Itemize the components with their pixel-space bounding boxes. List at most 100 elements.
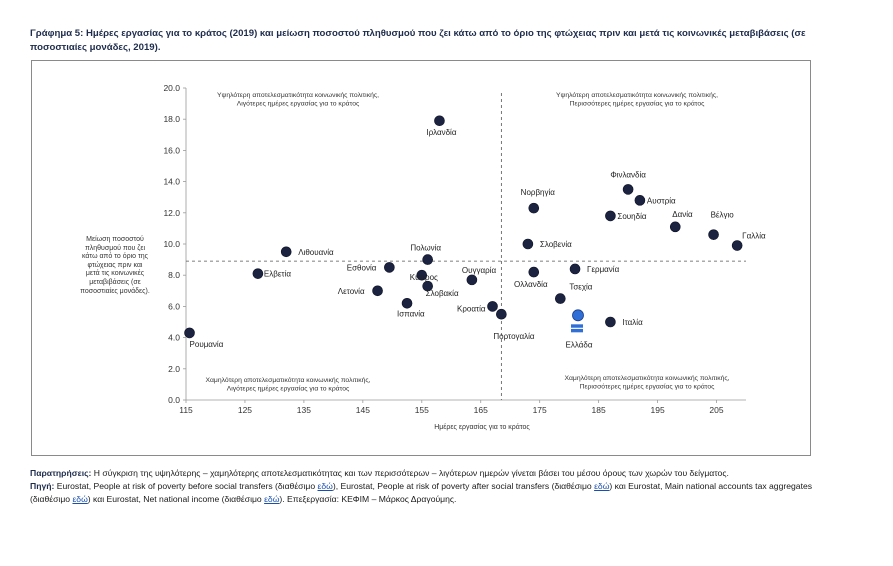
remarks-note: Παρατηρήσεις: Η σύγκριση της υψηλότερης … [30, 467, 820, 480]
label-Τσεχία: Τσεχία [569, 283, 592, 292]
y-tick-label: 4.0 [168, 333, 180, 343]
y-tick-label: 14.0 [163, 177, 180, 187]
x-tick-label: 125 [238, 405, 252, 415]
x-tick-label: 145 [356, 405, 370, 415]
marker-Εσθονία [384, 262, 395, 273]
x-tick-label: 195 [650, 405, 664, 415]
marker-Ουγγαρία [466, 274, 478, 286]
marker-Πορτογαλία [496, 308, 507, 320]
y-tick-label: 2.0 [168, 364, 180, 374]
x-axis-label: Ημέρες εργασίας για το κράτος [434, 423, 530, 431]
marker-Σλοβενία [522, 238, 534, 250]
marker-Λιθουανία [280, 246, 292, 258]
source-label: Πηγή: [30, 480, 55, 491]
label-Δανία: Δανία [672, 210, 693, 219]
x-tick-label: 205 [709, 405, 723, 415]
source-text-5: ). Επεξεργασία: ΚΕΦΙΜ – Μάρκος Δραγούμης… [279, 493, 457, 504]
label-Ρουμανία: Ρουμανία [190, 340, 224, 349]
label-Κύπρος: Κύπρος [410, 273, 438, 282]
label-Πολωνία: Πολωνία [410, 244, 441, 253]
marker-Γερμανία [569, 263, 581, 275]
x-tick-label: 185 [592, 405, 606, 415]
marker-Αυστρία [634, 195, 646, 206]
marker-Ολλανδία [528, 266, 540, 278]
marker-Τσεχία [555, 293, 566, 304]
marker-Δανία [669, 221, 681, 233]
label-Πορτογαλία: Πορτογαλία [493, 332, 535, 341]
label-Λετονία: Λετονία [338, 287, 365, 296]
label-Σλοβενία: Σλοβενία [540, 240, 572, 249]
label-Ιρλανδία: Ιρλανδία [426, 128, 456, 137]
y-tick-label: 6.0 [168, 301, 180, 311]
marker-Πολωνία [422, 254, 433, 265]
y-tick-label: 20.0 [163, 83, 180, 93]
source-text-2: ), Eurostat, People at risk of poverty a… [332, 480, 595, 491]
marker-Ρουμανία [184, 327, 195, 339]
label-Βέλγιο: Βέλγιο [711, 211, 735, 220]
y-tick-label: 18.0 [163, 114, 180, 124]
reference-lines [186, 93, 746, 400]
label-Ουγγαρία: Ουγγαρία [462, 266, 497, 275]
marker-Φινλανδία [622, 184, 634, 195]
greece-flag-marker [572, 309, 584, 322]
y-axis-label: Μείωση ποσοστού πληθυσμού που ζει κάτω α… [80, 236, 150, 295]
label-Γερμανία: Γερμανία [587, 265, 620, 274]
quadrant-label-top-right: Υψηλότερη αποτελεσματικότητα κοινωνικής … [556, 91, 718, 107]
marker-Βέλγιο [708, 229, 719, 240]
notes-section: Παρατηρήσεις: Η σύγκριση της υψηλότερης … [30, 467, 820, 505]
marker-Λετονία [372, 285, 383, 297]
axes: 0.0 2.0 4.0 6.0 8.0 10.0 12.0 14.0 16.0 18.0 20.0 1… [163, 83, 746, 415]
y-tick-label: 0.0 [168, 395, 180, 405]
label-Σουηδία: Σουηδία [617, 212, 646, 221]
quadrant-label-bottom-right: Χαμηλότερη αποτελεσματικότητα κοινωνικής… [564, 374, 729, 390]
marker-Σλοβακία [422, 280, 433, 292]
y-tick-label: 12.0 [163, 208, 180, 218]
x-tick-label: 175 [533, 405, 547, 415]
remarks-text: Η σύγκριση της υψηλότερης – χαμηλότερης … [91, 468, 729, 478]
label-Ολλανδία: Ολλανδία [514, 280, 548, 289]
source-text-3: ) και Eurostat, Main national accounts t… [30, 480, 813, 504]
label-Λιθουανία: Λιθουανία [298, 248, 334, 257]
source-link-1[interactable]: εδώ [317, 480, 333, 491]
label-Νορβηγία: Νορβηγία [521, 188, 556, 197]
label-Εσθονία: Εσθονία [347, 263, 377, 272]
source-link-2[interactable]: εδώ [594, 480, 610, 491]
data-points: Ρουμανία Ελβετία Λιθουανία Ιρλανδία Εσθονία Λ… [184, 115, 766, 349]
quadrant-label-top-left: Υψηλότερη αποτελεσματικότητα κοινωνικής … [217, 91, 379, 107]
label-Ελλάδα: Ελλάδα [566, 340, 593, 349]
chart-frame [31, 60, 811, 456]
marker-Γαλλία [731, 240, 743, 251]
source-link-3[interactable]: εδώ [72, 493, 88, 504]
label-Γαλλία: Γαλλία [742, 232, 766, 241]
source-text-4: ) και Eurostat, Net national income (δια… [87, 493, 265, 504]
source-link-4[interactable]: εδώ [264, 493, 280, 504]
chart-title: Γράφημα 5: Ημέρες εργασίας για το κράτος… [30, 28, 806, 53]
y-tick-label: 16.0 [163, 145, 180, 155]
marker-Ισπανία [401, 297, 413, 309]
x-tick-label: 115 [179, 405, 193, 415]
source-note: Πηγή: Eurostat, People at risk of povert… [30, 480, 820, 506]
label-Φινλανδία: Φινλανδία [610, 170, 646, 179]
marker-Ιταλία [605, 316, 616, 328]
label-Ισπανία: Ισπανία [397, 309, 425, 318]
quadrant-labels: Υψηλότερη αποτελεσματικότητα κοινωνικής … [205, 91, 729, 392]
y-tick-label: 8.0 [168, 270, 180, 280]
label-Ελβετία: Ελβετία [264, 270, 291, 279]
marker-Ιρλανδία [434, 115, 445, 127]
label-Σλοβακία: Σλοβακία [426, 289, 459, 298]
label-Ιταλία: Ιταλία [622, 318, 643, 327]
x-tick-label: 155 [415, 405, 429, 415]
remarks-label: Παρατηρήσεις: [30, 468, 92, 478]
source-text-1: Eurostat, People at risk of poverty befo… [54, 480, 318, 491]
marker-Ελβετία [252, 268, 264, 279]
x-tick-label: 135 [297, 405, 311, 415]
label-Αυστρία: Αυστρία [647, 196, 676, 205]
marker-Σουηδία [605, 210, 616, 222]
quadrant-label-bottom-left: Χαμηλότερη αποτελεσματικότητα κοινωνικής… [205, 376, 370, 392]
marker-Κροατία [487, 301, 498, 312]
label-Κροατία: Κροατία [457, 304, 486, 313]
y-tick-label: 10.0 [163, 239, 180, 249]
marker-Νορβηγία [528, 202, 540, 214]
x-tick-label: 165 [474, 405, 488, 415]
